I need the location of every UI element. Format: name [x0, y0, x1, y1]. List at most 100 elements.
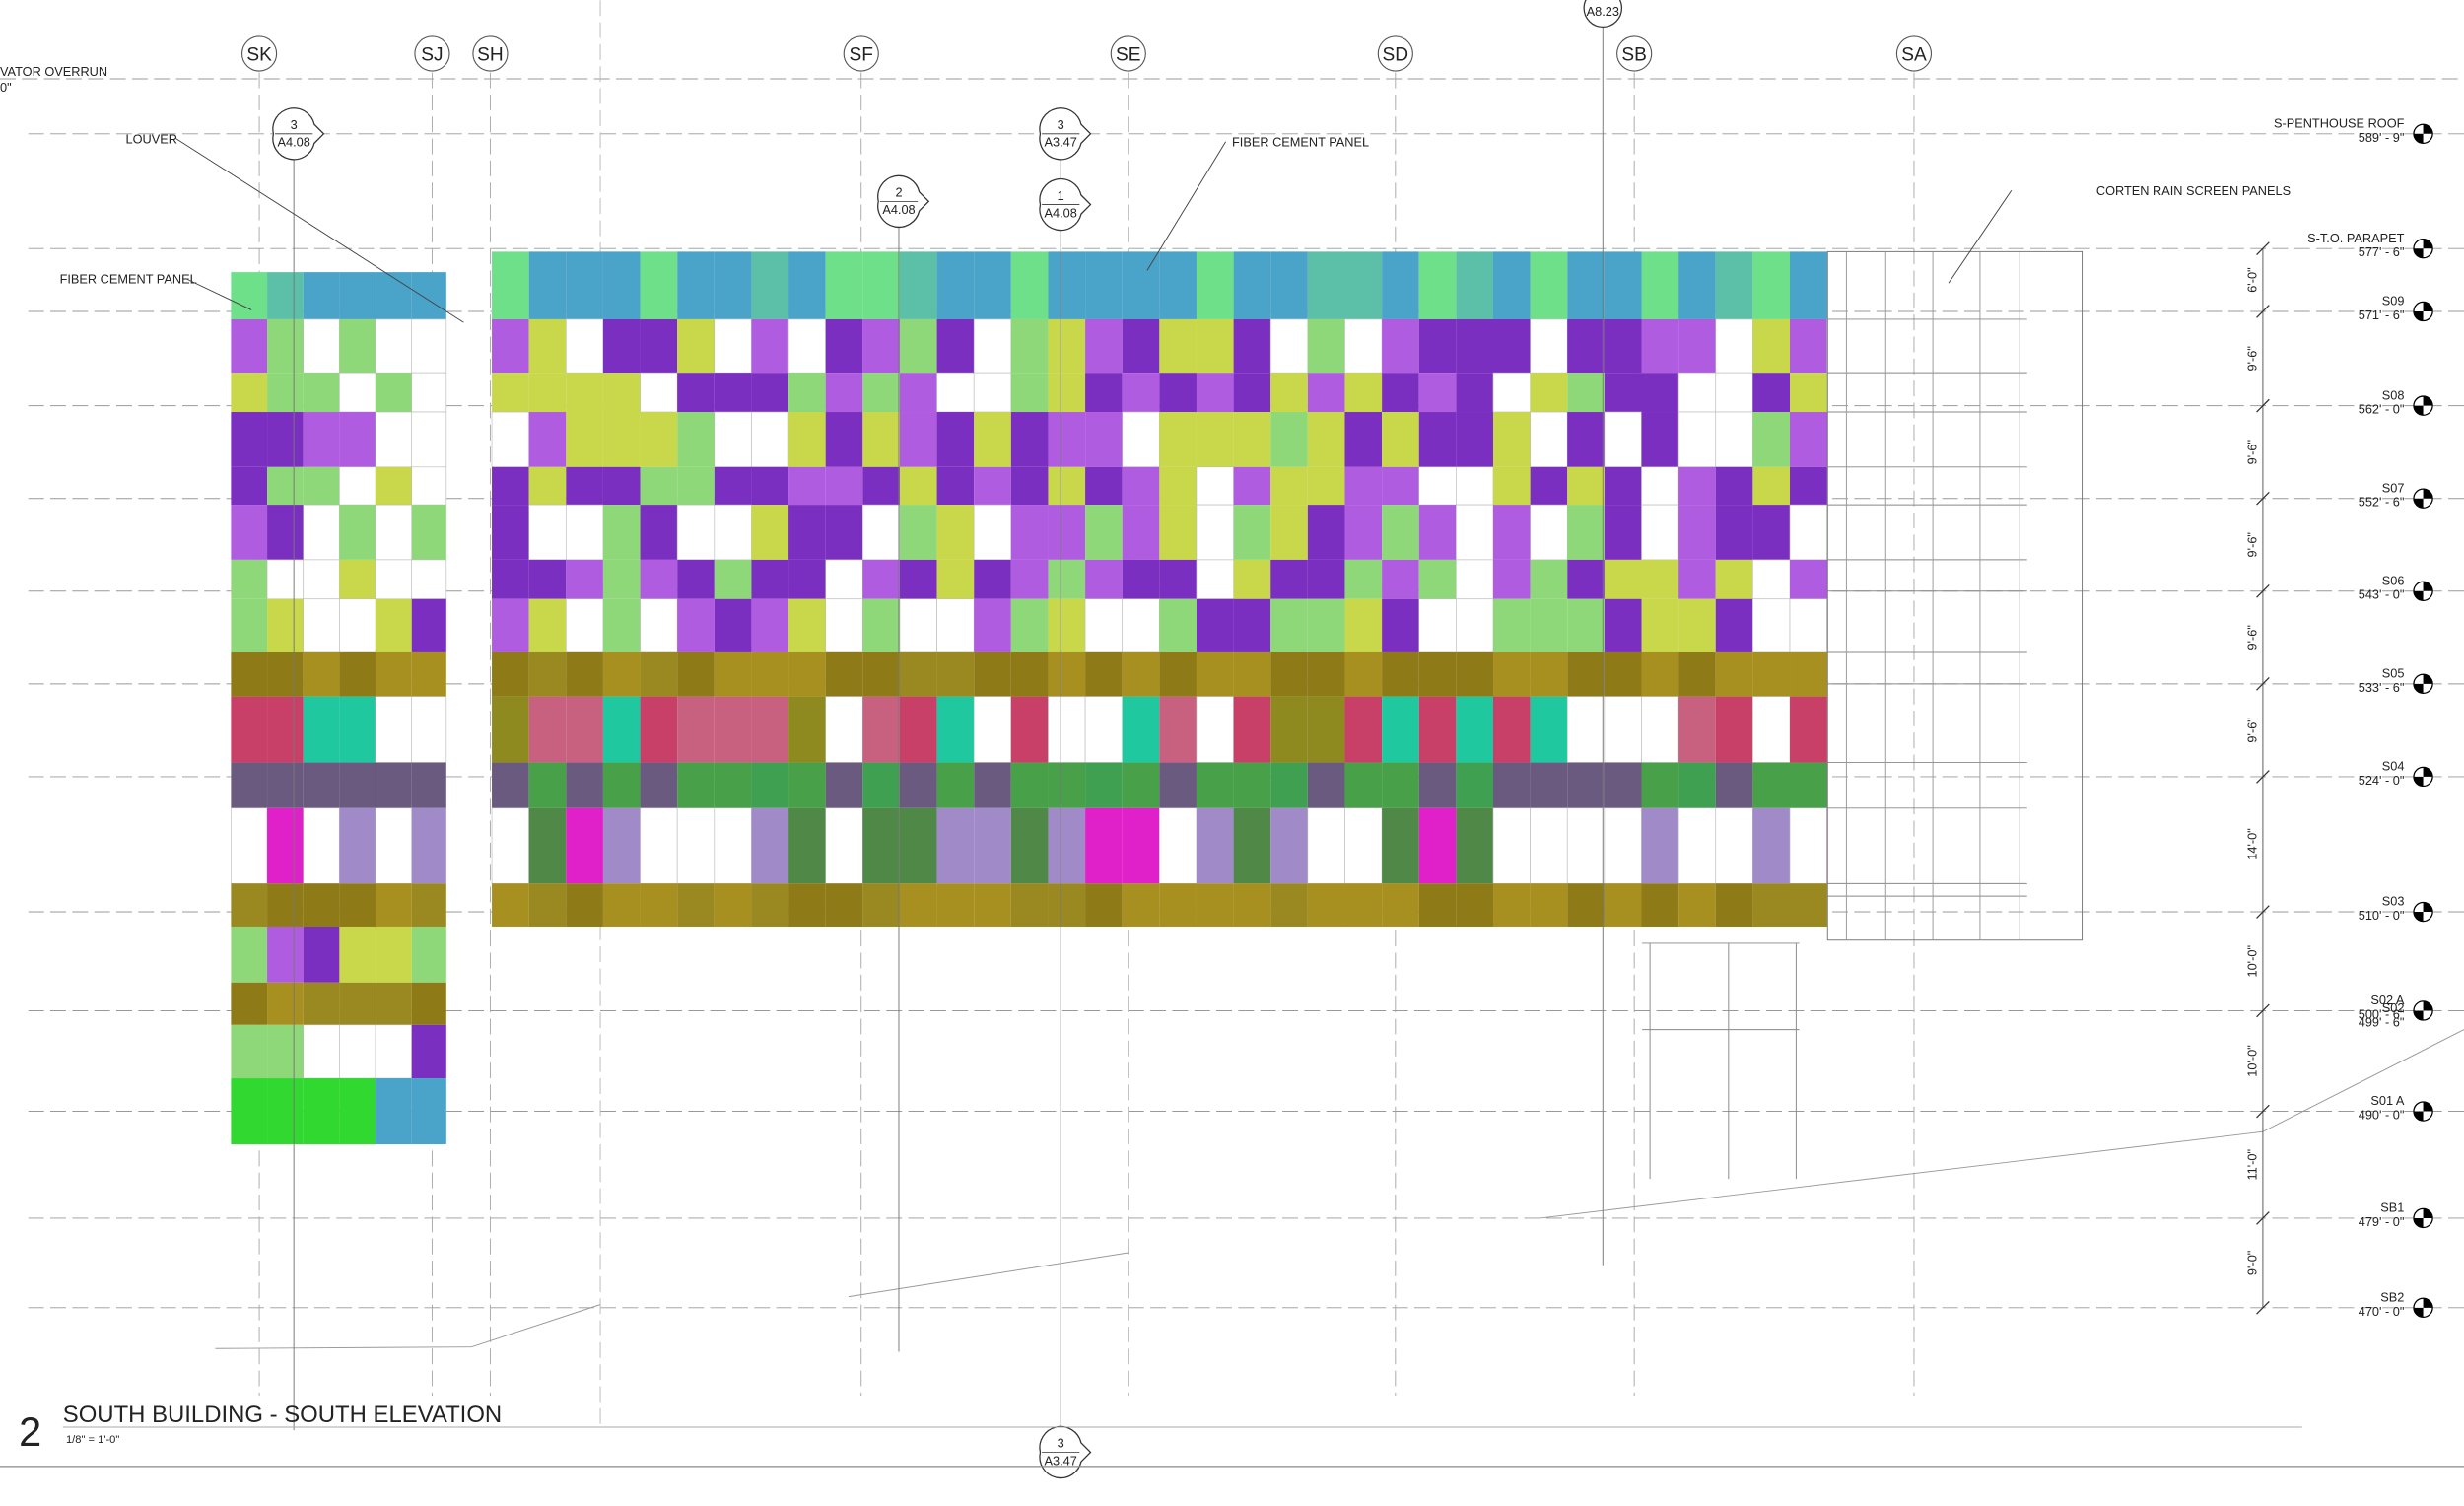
- panel: [1790, 696, 1827, 763]
- level-elevation: 562' - 0": [2359, 402, 2405, 417]
- line: [2256, 677, 2270, 691]
- panel: [1270, 807, 1308, 884]
- panel: [974, 466, 1011, 506]
- panel: [1233, 318, 1271, 374]
- panel: [1641, 651, 1679, 697]
- panel: [492, 505, 529, 560]
- panel: [1604, 696, 1642, 763]
- panel: [1567, 762, 1605, 808]
- panel: [1604, 505, 1642, 560]
- panel: [376, 598, 412, 652]
- panel: [714, 883, 752, 927]
- panel: [1233, 696, 1271, 763]
- line: [2256, 491, 2270, 506]
- panel: [1122, 373, 1160, 413]
- panel: [1159, 559, 1197, 599]
- panel: [1530, 559, 1568, 599]
- panel: [936, 505, 975, 560]
- panel: [714, 373, 752, 413]
- panel: [1567, 505, 1605, 560]
- panel: [677, 373, 715, 413]
- panel: [411, 411, 447, 468]
- grid-label: SB: [1621, 45, 1647, 66]
- panel: [231, 807, 268, 884]
- panel: [339, 412, 376, 467]
- section-sheet: A3.47: [1045, 1453, 1077, 1468]
- panel: [1010, 505, 1049, 560]
- grid-bubble: [843, 35, 879, 72]
- panel: [788, 598, 826, 652]
- panel: [1530, 651, 1568, 697]
- panel: [231, 466, 268, 506]
- panel: [1678, 651, 1716, 697]
- panel: [1085, 559, 1123, 599]
- panel: [1566, 696, 1606, 763]
- panel: [1790, 651, 1827, 697]
- panel: [1492, 318, 1531, 374]
- panel: [1715, 318, 1753, 374]
- panel: [1492, 466, 1531, 506]
- panel: [411, 559, 447, 600]
- panel: [1196, 318, 1234, 374]
- panel: [1196, 651, 1234, 697]
- level-name: S06: [2382, 573, 2405, 587]
- panel: [303, 318, 340, 374]
- line: [2256, 241, 2270, 256]
- panel: [825, 883, 863, 927]
- level-target-fill: [2413, 124, 2433, 144]
- panel: [1270, 883, 1308, 927]
- panel: [1418, 251, 1457, 319]
- panel: [1715, 251, 1753, 319]
- panel: [1678, 559, 1716, 599]
- line: [2256, 398, 2270, 413]
- panel: [1641, 504, 1679, 561]
- panel: [899, 883, 937, 927]
- panel: [899, 251, 937, 319]
- grid-label: SD: [1383, 45, 1409, 66]
- panel: [973, 504, 1012, 561]
- panel: [1677, 411, 1717, 468]
- panel: [640, 559, 678, 599]
- panel: [1084, 696, 1124, 763]
- panel: [267, 412, 304, 467]
- panel: [899, 559, 937, 599]
- panel: [492, 762, 529, 808]
- panel: [936, 883, 975, 927]
- panel: [303, 466, 340, 506]
- panel: [1604, 318, 1642, 374]
- panel: [751, 373, 789, 413]
- panel: [1122, 251, 1160, 319]
- panel: [1010, 559, 1049, 599]
- panel: [602, 466, 641, 506]
- panel: [267, 1078, 304, 1145]
- panel: [1641, 559, 1679, 599]
- panel: [231, 373, 268, 413]
- panel: [677, 466, 715, 506]
- panel: [267, 272, 304, 319]
- panel: [1233, 251, 1271, 319]
- panel: [231, 505, 268, 560]
- panel: [1641, 466, 1679, 506]
- panel: [714, 466, 752, 506]
- panel: [1270, 598, 1308, 652]
- panel: [411, 651, 446, 697]
- panel: [1418, 807, 1457, 884]
- panel: [1048, 373, 1086, 413]
- panel: [1307, 412, 1345, 467]
- panel: [1604, 883, 1642, 927]
- elevation-marker: [1583, 0, 1623, 29]
- panel: [788, 883, 826, 927]
- grid-bubble: [1377, 35, 1413, 72]
- panel: [1382, 373, 1419, 413]
- grid-bubble: [1895, 35, 1933, 72]
- level-elevation: 490' - 0": [2359, 1107, 2405, 1122]
- panel: [899, 466, 937, 506]
- panel: [1678, 762, 1716, 808]
- panel: [1492, 251, 1531, 319]
- panel: [1418, 373, 1457, 413]
- panel: [862, 318, 900, 374]
- panel: [1269, 318, 1309, 374]
- panel: [1122, 651, 1160, 697]
- panel: [1567, 466, 1605, 506]
- panel: [677, 251, 715, 319]
